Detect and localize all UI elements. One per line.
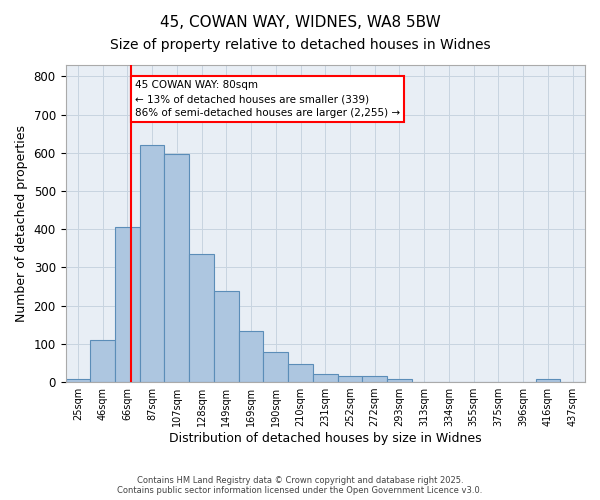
Bar xyxy=(313,374,338,382)
Bar xyxy=(387,379,412,382)
Y-axis label: Number of detached properties: Number of detached properties xyxy=(15,125,28,322)
Bar xyxy=(362,376,387,382)
Bar xyxy=(115,228,140,382)
Text: Contains HM Land Registry data © Crown copyright and database right 2025.
Contai: Contains HM Land Registry data © Crown c… xyxy=(118,476,482,495)
Bar xyxy=(189,254,214,382)
X-axis label: Distribution of detached houses by size in Widnes: Distribution of detached houses by size … xyxy=(169,432,482,445)
Bar xyxy=(214,291,239,382)
Bar xyxy=(65,380,90,382)
Bar xyxy=(288,364,313,382)
Bar xyxy=(338,376,362,382)
Bar xyxy=(140,145,164,382)
Bar xyxy=(263,352,288,382)
Bar xyxy=(536,379,560,382)
Bar xyxy=(239,330,263,382)
Bar xyxy=(164,154,189,382)
Text: 45 COWAN WAY: 80sqm
← 13% of detached houses are smaller (339)
86% of semi-detac: 45 COWAN WAY: 80sqm ← 13% of detached ho… xyxy=(135,80,400,118)
Bar xyxy=(90,340,115,382)
Text: 45, COWAN WAY, WIDNES, WA8 5BW: 45, COWAN WAY, WIDNES, WA8 5BW xyxy=(160,15,440,30)
Text: Size of property relative to detached houses in Widnes: Size of property relative to detached ho… xyxy=(110,38,490,52)
